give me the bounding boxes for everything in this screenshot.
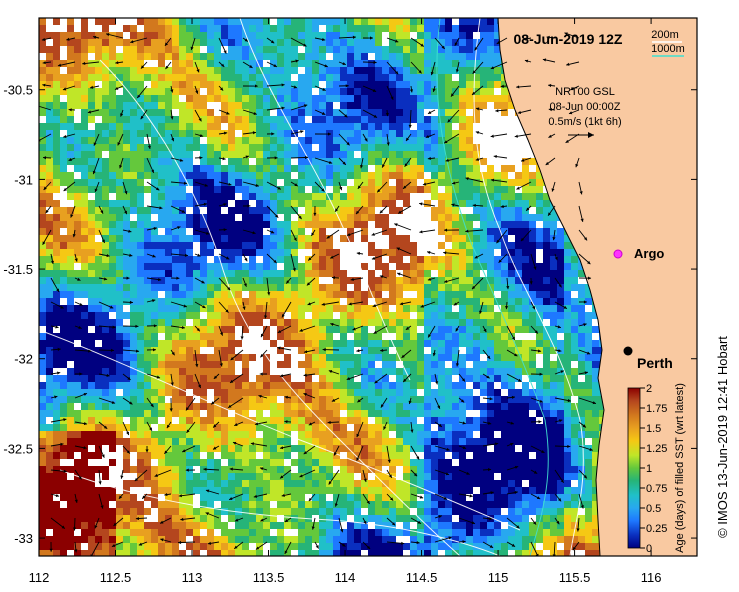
colorbar-tick-label: 1.25: [646, 443, 667, 455]
land-mass: [497, 18, 697, 556]
depth-legend: 200m 1000m: [651, 29, 685, 57]
x-tick-label: 115: [488, 570, 509, 585]
bathymetry-contours: [39, 18, 584, 556]
velocity-scale-label: 0.5m/s (1kt 6h): [548, 116, 621, 128]
x-tick-label: 113: [182, 570, 203, 585]
x-tick-label: 115.5: [559, 570, 591, 585]
y-tick-label: -31.5: [3, 262, 33, 277]
colorbar-label: Age (days) of filled SST (wrt latest): [674, 383, 686, 553]
x-tick-label: 114: [335, 570, 356, 585]
x-tick-label: 114.5: [406, 570, 438, 585]
x-tick-label: 112.5: [100, 570, 132, 585]
colorbar-tick-label: 1.75: [646, 403, 667, 415]
colorbar-tick-label: 0.25: [646, 523, 667, 535]
colorbar: 0 0.25 0.5 0.75 1 1.25 1.5 1.75 2 Age (days) of …: [627, 383, 686, 555]
velocity-scale-arrowhead: [588, 132, 594, 138]
plot-frame: [38, 17, 698, 557]
x-axis: 112 112.5 113 113.5 114 114.5 115 115.5 116: [29, 18, 662, 585]
colorbar-tick-label: 1: [646, 463, 652, 475]
depth-200m-label: 200m: [651, 29, 679, 41]
perth-label: Perth: [637, 355, 673, 371]
x-tick-label: 113.5: [253, 570, 285, 585]
argo-label: Argo: [634, 246, 664, 261]
y-tick-label: -31: [14, 172, 33, 187]
credit-text: © IMOS 13-Jun-2019 12:41 Hobart: [715, 336, 730, 538]
argo-float-icon: [613, 249, 623, 259]
y-tick-label: -32: [14, 352, 33, 367]
colorbar-tick-label: 0.75: [646, 483, 667, 495]
y-axis: -30.5 -31 -31.5 -32 -32.5 -33: [3, 83, 697, 546]
y-tick-label: -33: [14, 531, 33, 546]
x-tick-label: 116: [641, 570, 662, 585]
city-dot-icon: [623, 346, 633, 356]
colorbar-tick-label: 0.5: [646, 503, 661, 515]
colorbar-ticks: 0 0.25 0.5 0.75 1 1.25 1.5 1.75 2: [640, 383, 667, 555]
y-tick-label: -30.5: [3, 83, 33, 98]
colorbar-tick-label: 1.5: [646, 423, 661, 435]
argo-marker: Argo: [613, 246, 664, 261]
velocity-source: NRT00 GSL: [555, 86, 615, 98]
current-vectors: [39, 32, 597, 556]
velocity-time: 08-Jun 00:00Z: [550, 101, 621, 113]
colorbar-tick-label: 2: [646, 383, 652, 395]
y-tick-label: -32.5: [3, 441, 33, 456]
x-tick-label: 112: [29, 570, 50, 585]
velocity-info: NRT00 GSL 08-Jun 00:00Z 0.5m/s (1kt 6h): [548, 86, 622, 138]
depth-1000m-label: 1000m: [651, 43, 685, 55]
map-title: 08-Jun-2019 12Z: [514, 31, 623, 47]
colorbar-tick-label: 0: [646, 543, 652, 555]
colorbar-ramp: [627, 387, 641, 549]
perth-marker: Perth: [623, 346, 673, 371]
